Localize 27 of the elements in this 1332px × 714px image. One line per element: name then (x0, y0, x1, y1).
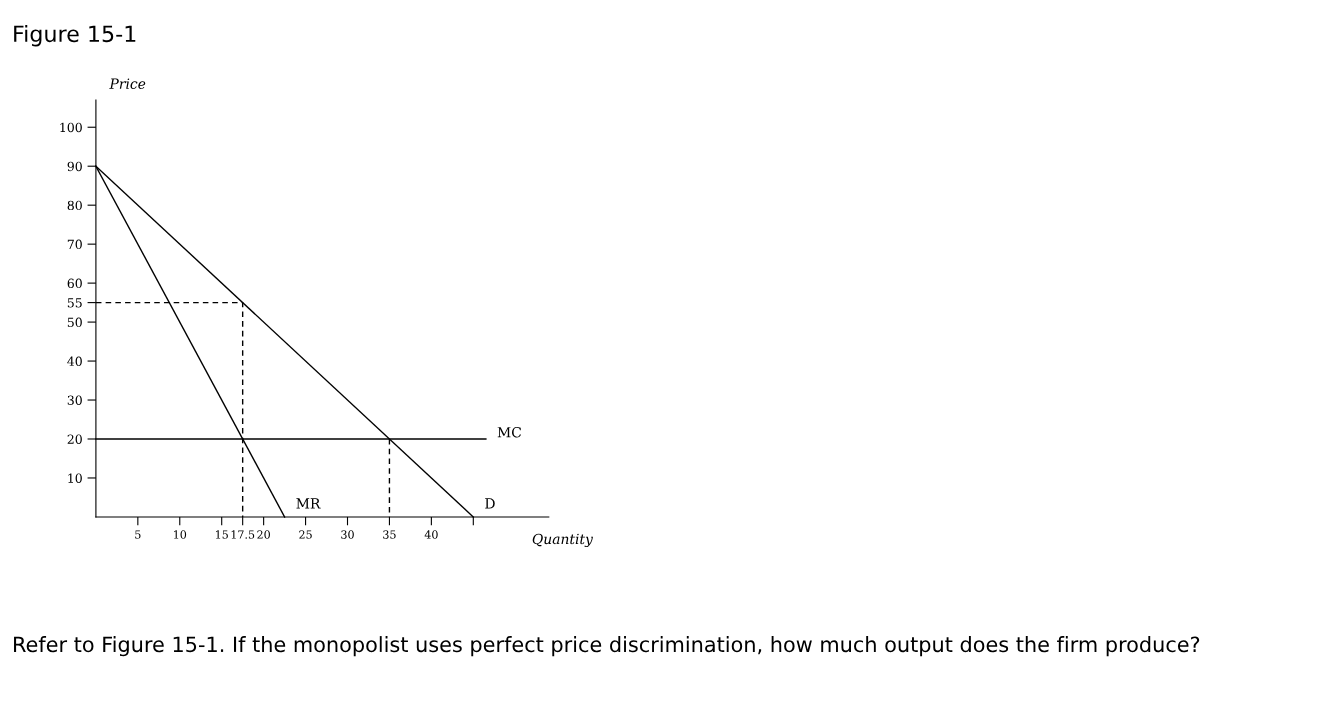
y-tick-label: 20 (67, 434, 82, 444)
y-tick-label: 30 (67, 395, 82, 405)
chart-title: Figure 15-1 (14, 24, 136, 47)
y-tick-label: 80 (67, 200, 82, 211)
series-label: MC (497, 426, 522, 438)
x-tick-label: 40 (424, 530, 438, 539)
y-tick-label: 10 (68, 473, 82, 483)
y-tick-label: 55 (67, 298, 82, 308)
y-tick-label: 100 (60, 122, 82, 133)
series-label: D (485, 498, 495, 509)
y-tick-label: 60 (67, 278, 82, 289)
y-axis-title: Price (109, 78, 146, 89)
x-tick-label: 10 (174, 530, 187, 539)
series-label: MR (296, 498, 321, 509)
x-tick-label: 25 (299, 530, 312, 539)
x-tick-label: 35 (383, 530, 396, 539)
y-tick-label: 40 (67, 356, 82, 366)
x-tick-label: 5 (135, 530, 141, 539)
y-tick-label: 90 (67, 161, 82, 172)
x-tick-label: 30 (341, 530, 354, 539)
x-tick-label: 20 (257, 530, 270, 539)
x-tick-label: 15 (215, 530, 228, 539)
x-axis-title: Quantity (532, 533, 594, 548)
y-tick-label: 70 (67, 239, 82, 250)
text: Refer to Figure 15-1. If the monopolist uses perfect price discrimination, how much output does the firm produce? (14, 636, 1200, 657)
y-tick-label: 50 (67, 317, 82, 328)
x-tick-label: 17.5 (231, 530, 255, 539)
